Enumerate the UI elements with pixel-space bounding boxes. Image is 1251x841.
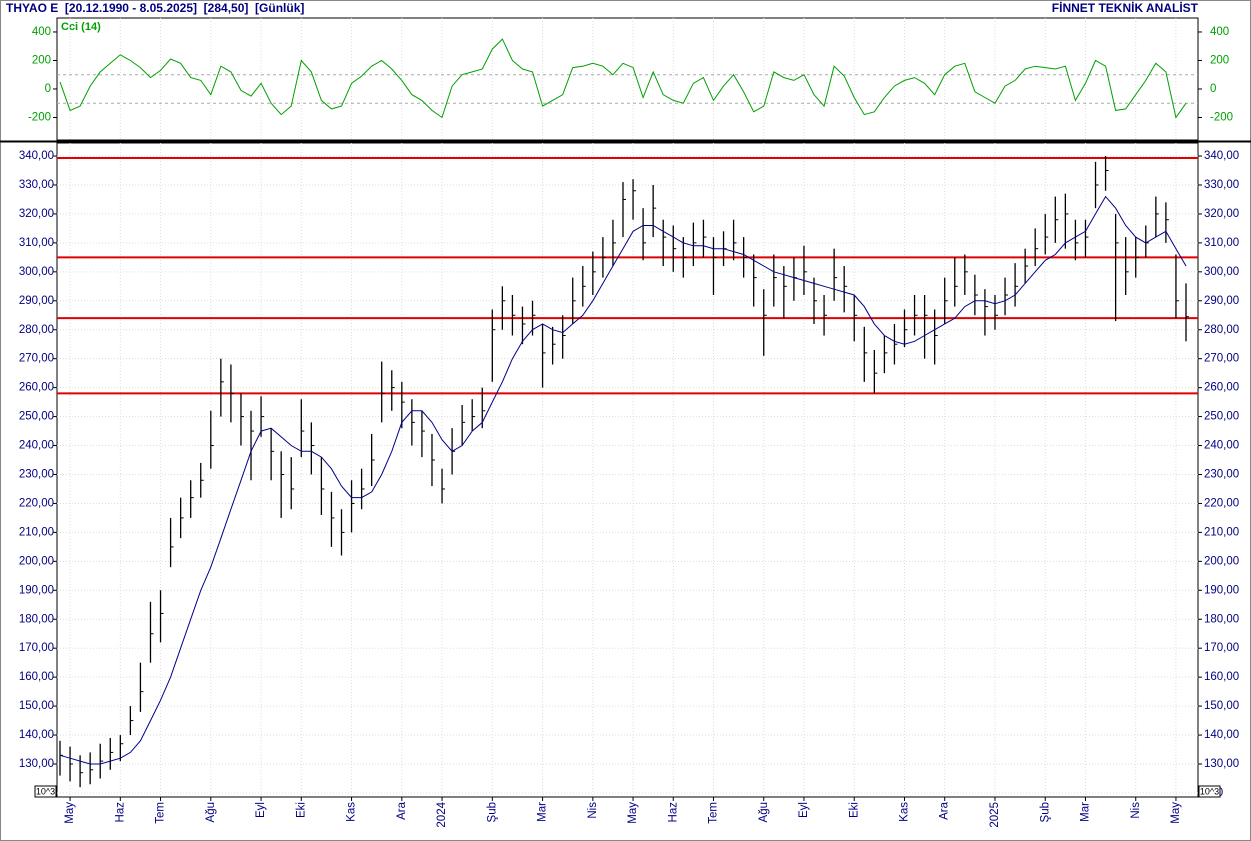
x-tick-label: Nis (587, 802, 599, 819)
y-tick-label: 240,00 (19, 440, 54, 452)
y-tick-label-right: 130,00 (1204, 758, 1239, 770)
y-tick-label-right: 320,00 (1204, 208, 1239, 220)
y-tick-label: 280,00 (19, 324, 54, 336)
x-tick-label: May (64, 802, 76, 824)
y-tick-label: 180,00 (19, 613, 54, 625)
y-tick-label: 250,00 (19, 411, 54, 423)
y-tick-label: 300,00 (19, 266, 54, 278)
x-tick-label: Tem (155, 802, 167, 824)
y-tick-label: 150,00 (19, 700, 54, 712)
y-tick-label-right: 330,00 (1204, 179, 1239, 191)
y-tick-label-right: 160,00 (1204, 671, 1239, 683)
price-panel (56, 142, 1199, 798)
y-tick-label-right: 250,00 (1204, 411, 1239, 423)
y-tick-label: 220,00 (19, 497, 54, 509)
cci-tick-label: -200 (28, 112, 51, 124)
moving-average (59, 195, 1187, 765)
y-tick-label-right: 180,00 (1204, 613, 1239, 625)
y-tick-label-right: 270,00 (1204, 353, 1239, 365)
y-tick-label-right: 230,00 (1204, 469, 1239, 481)
unit-box-left (34, 785, 57, 798)
y-tick-label: 320,00 (19, 208, 54, 220)
y-tick-label: 140,00 (19, 729, 54, 741)
y-tick-label: 190,00 (19, 584, 54, 596)
y-tick-label-right: 220,00 (1204, 497, 1239, 509)
y-tick-label-right: 190,00 (1204, 584, 1239, 596)
y-tick-label-right: 210,00 (1204, 526, 1239, 538)
x-tick-label: Tem (708, 802, 720, 824)
cci-panel (56, 17, 1199, 141)
x-tick-label: Mar (1079, 802, 1091, 822)
x-tick-label: Şub (1039, 802, 1051, 822)
y-tick-label: 170,00 (19, 642, 54, 654)
header-left: THYAO E [20.12.1990 - 8.05.2025] [284,50… (6, 1, 304, 15)
y-tick-label-right: 140,00 (1204, 729, 1239, 741)
x-tick-label: Haz (667, 802, 679, 823)
x-tick-label: Mar (537, 802, 549, 822)
x-tick-label: Haz (114, 802, 126, 823)
cci-tick-label: 200 (32, 55, 51, 67)
cci-tick-label: 0 (45, 83, 51, 95)
y-tick-label-right: 310,00 (1204, 237, 1239, 249)
x-tick-label: Eyl (798, 802, 810, 818)
x-tick-label: May (627, 802, 639, 824)
cci-tick-label-right: 0 (1210, 83, 1216, 95)
y-tick-label: 290,00 (19, 295, 54, 307)
cci-tick-label-right: 400 (1210, 26, 1229, 38)
cci-line (59, 38, 1187, 119)
x-tick-label: 2024 (436, 801, 448, 827)
x-tick-label: Kas (899, 802, 911, 822)
cci-tick-label-right: 200 (1210, 55, 1229, 67)
y-tick-label-right: 290,00 (1204, 295, 1239, 307)
x-tick-label: Eyl (255, 802, 267, 818)
y-tick-label: 160,00 (19, 671, 54, 683)
header-right: FİNNET TEKNİK ANALİST (1052, 0, 1199, 15)
y-tick-label-right: 150,00 (1204, 700, 1239, 712)
x-tick-label: May (1170, 802, 1182, 824)
y-tick-label-right: 280,00 (1204, 324, 1239, 336)
y-tick-label: 270,00 (19, 353, 54, 365)
x-tick-label: Nis (1130, 802, 1142, 819)
y-tick-label-right: 300,00 (1204, 266, 1239, 278)
cci-tick-label: 400 (32, 26, 51, 38)
y-tick-label-right: 340,00 (1204, 150, 1239, 162)
unit-box-right-label: 10^3 (1200, 786, 1219, 796)
y-tick-label: 310,00 (19, 237, 54, 249)
x-tick-label: Ara (939, 801, 951, 820)
y-tick-label: 330,00 (19, 179, 54, 191)
x-tick-label: Kas (346, 802, 358, 822)
y-tick-label-right: 200,00 (1204, 555, 1239, 567)
y-tick-label-right: 170,00 (1204, 642, 1239, 654)
y-tick-label: 230,00 (19, 469, 54, 481)
y-tick-label-right: 260,00 (1204, 382, 1239, 394)
y-tick-label: 200,00 (19, 555, 54, 567)
x-tick-label: Ağu (758, 802, 770, 822)
cci-tick-label-right: -200 (1210, 112, 1233, 124)
y-tick-label: 340,00 (19, 150, 54, 162)
x-tick-label: Ara (396, 801, 408, 820)
x-tick-label: Ağu (205, 802, 217, 822)
y-tick-label: 130,00 (19, 758, 54, 770)
x-tick-label: Eki (295, 802, 307, 818)
x-tick-label: Şub (486, 802, 498, 822)
unit-box-left-label: 10^3 (36, 786, 55, 796)
y-tick-label: 210,00 (19, 526, 54, 538)
y-tick-label: 260,00 (19, 382, 54, 394)
x-tick-label: Eki (848, 802, 860, 818)
x-tick-label: 2025 (989, 802, 1001, 828)
y-tick-label-right: 240,00 (1204, 440, 1239, 452)
unit-box-right (1198, 785, 1221, 798)
cci-title: Cci (14) (61, 21, 101, 33)
